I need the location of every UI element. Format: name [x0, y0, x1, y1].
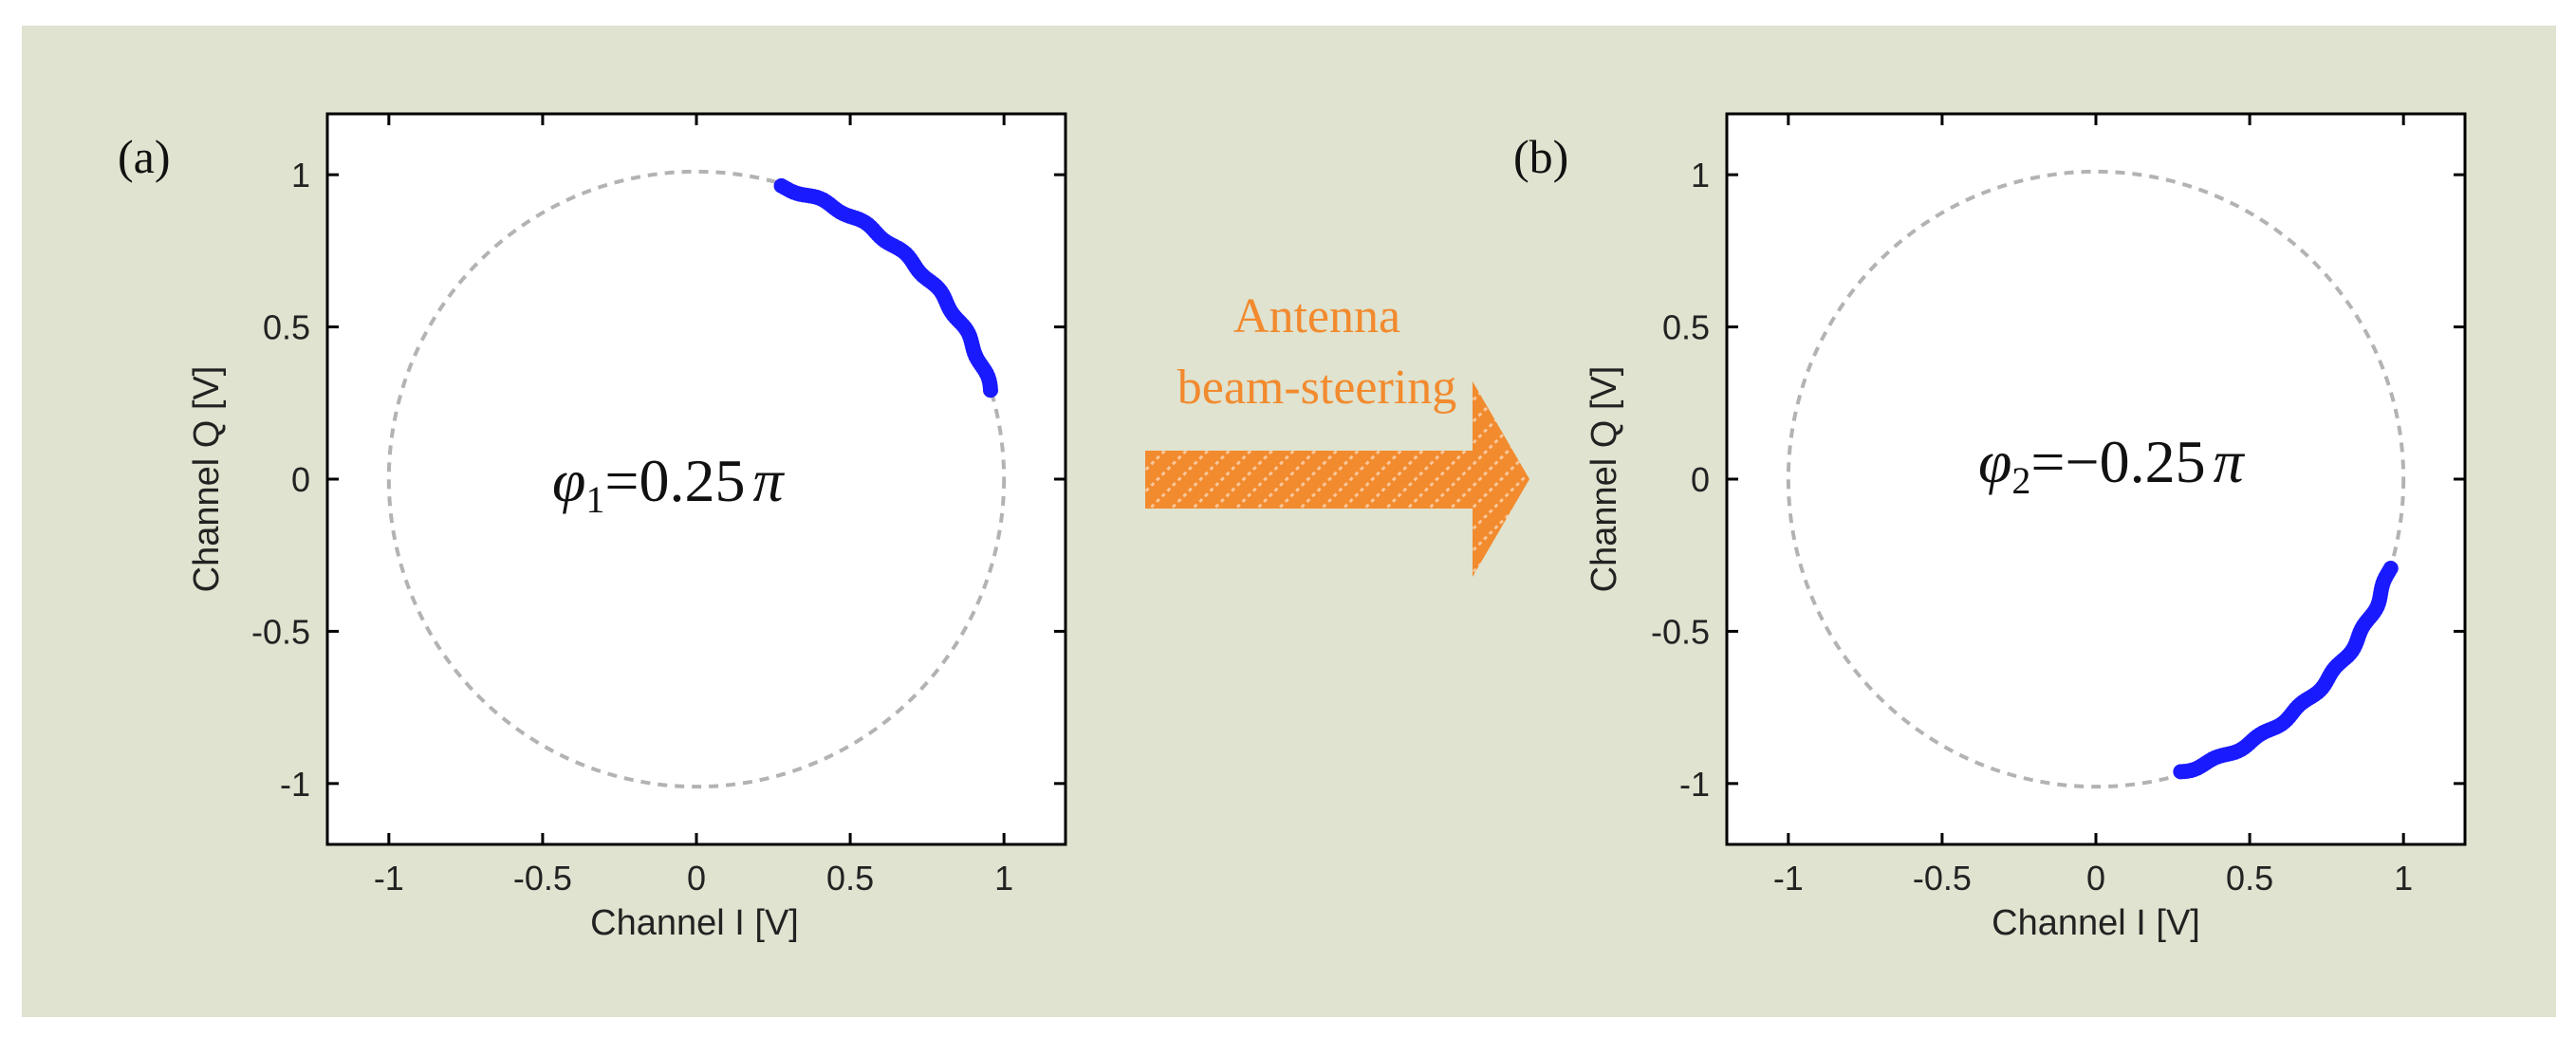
panel-a-ytick-label: -1 — [280, 765, 310, 804]
panel-b-tick-labels: -1 -0.5 0 0.5 1 1 0.5 0 -0.5 -1 — [1651, 156, 2413, 898]
panel-b-phi-subscript: 2 — [2011, 459, 2030, 502]
panel-b-ytick-label: 0 — [1691, 460, 1710, 499]
panel-a-label: (a) — [118, 130, 171, 183]
panel-a-phi-equals: = — [604, 447, 639, 514]
panel-b-ytick-label: -1 — [1679, 765, 1710, 804]
panel-a-ylabel: Channel Q [V] — [187, 366, 227, 593]
arrow-caption-line1: Antenna — [1233, 289, 1400, 343]
panel-b-xtick-label: -1 — [1773, 859, 1804, 898]
beam-steering-arrow: Antenna beam-steering — [1145, 289, 1529, 577]
panel-b-ylabel: Channel Q [V] — [1585, 366, 1624, 593]
panel-b-plot-area — [1725, 112, 2467, 846]
panel-a-iq-point — [773, 177, 789, 194]
panel-a-tick-labels: -1 -0.5 0 0.5 1 1 0.5 0 -0.5 -1 — [251, 156, 1013, 898]
panel-b-ticks — [1727, 114, 2465, 844]
panel-a-xlabel: Channel I [V] — [590, 903, 799, 943]
panel-b-ytick-label: -0.5 — [1651, 612, 1710, 651]
panel-a-ytick-label: -0.5 — [251, 612, 310, 651]
panel-b-ytick-label: 1 — [1691, 156, 1710, 194]
panel-b-phi-symbol: φ — [1978, 428, 2011, 495]
panel-a-pi-symbol: π — [753, 447, 786, 514]
panel-a-phi-subscript: 1 — [585, 478, 604, 521]
panel-a-ytick-label: 0 — [291, 460, 310, 499]
panel-a-ytick-label: 1 — [291, 156, 310, 194]
panel-a-ticks — [327, 114, 1066, 844]
panel-a-data-points — [773, 177, 999, 398]
panel-b-pi-symbol: π — [2214, 428, 2246, 495]
panel-a-phase-annotation: φ1=0.25 π — [552, 447, 786, 521]
panel-b: (b) -1 -0.5 0 0.5 1 1 0.5 0 -0.5 -1 Channel I [V]… — [1513, 112, 2467, 943]
panel-b-phi-value: −0.25 — [2066, 428, 2206, 495]
panel-b-label: (b) — [1513, 130, 1568, 183]
panel-a-phi-value: 0.25 — [639, 447, 746, 514]
panel-a-xtick-label: 0 — [687, 859, 706, 898]
panel-b-ytick-label: 0.5 — [1662, 308, 1710, 347]
panel-b-iq-point — [2382, 561, 2399, 577]
panel-b-phase-annotation: φ2=−0.25 π — [1978, 428, 2246, 502]
panel-b-reference-circle — [1786, 169, 2406, 789]
panel-b-xtick-label: 0.5 — [2226, 859, 2273, 898]
panel-a-reference-circle — [386, 169, 1007, 789]
beam-steering-arrow-shape — [1145, 381, 1529, 577]
panel-a-phi-symbol: φ — [552, 447, 585, 514]
arrow-caption-line2: beam-steering — [1177, 361, 1457, 415]
panel-a-ytick-label: 0.5 — [263, 308, 310, 347]
panel-b-phi-equals: = — [2030, 428, 2065, 495]
panel-b-xlabel: Channel I [V] — [1992, 903, 2200, 943]
panel-a-xtick-label: -1 — [374, 859, 404, 898]
panel-a: (a) -1 -0.5 0 0.5 1 1 0.5 0 -0.5 -1 Channel I [V]… — [118, 112, 1067, 943]
panel-a-xtick-label: -0.5 — [513, 859, 572, 898]
panel-a-xtick-label: 0.5 — [826, 859, 874, 898]
panel-b-xtick-label: -0.5 — [1913, 859, 1972, 898]
panel-b-xtick-label: 1 — [2394, 859, 2413, 898]
panel-b-xtick-label: 0 — [2086, 859, 2105, 898]
panel-b-data-points — [2173, 561, 2399, 780]
panel-a-xtick-label: 1 — [994, 859, 1013, 898]
